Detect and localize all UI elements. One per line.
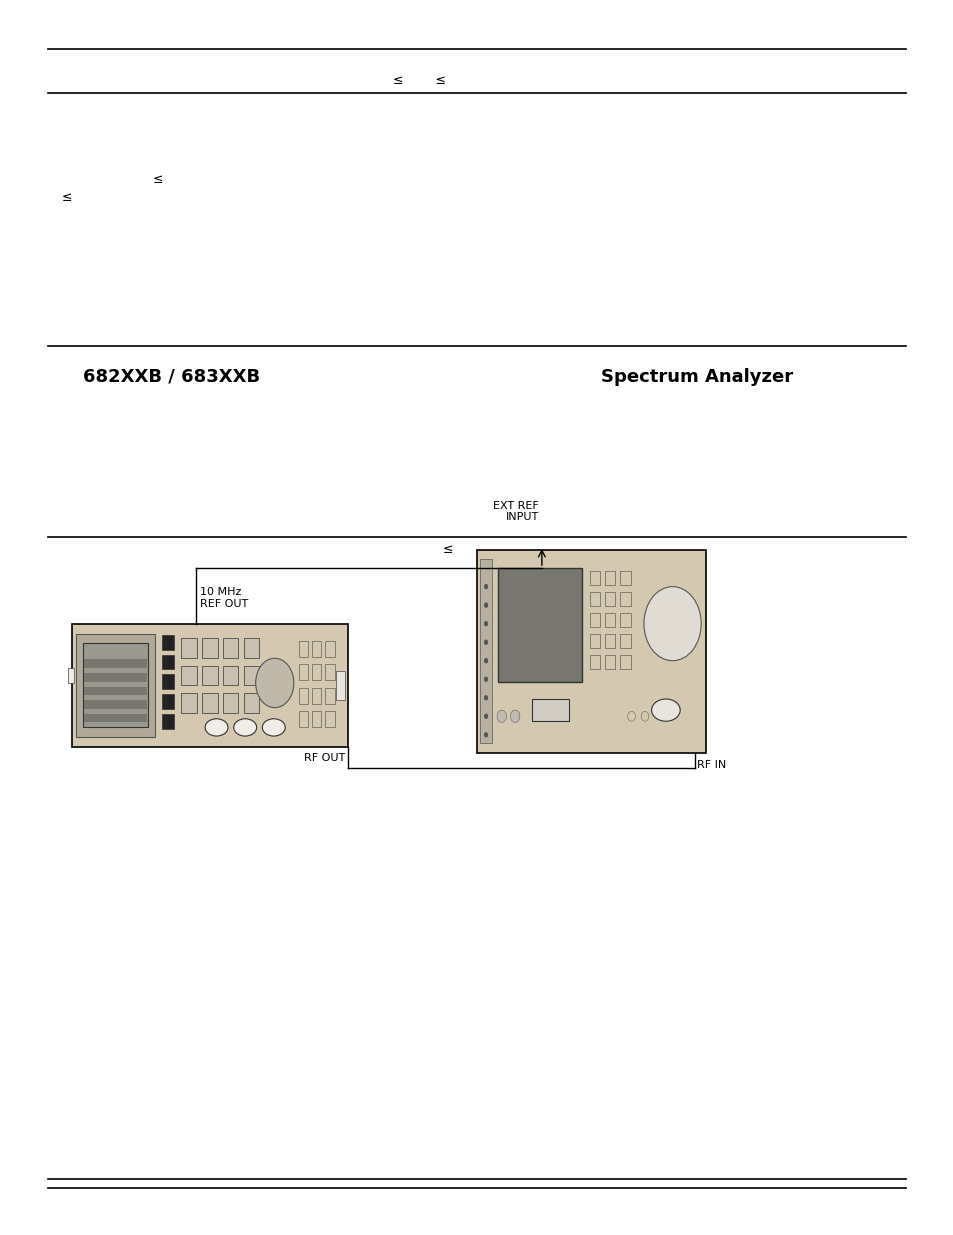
Bar <box>312 641 321 657</box>
Bar <box>619 655 630 669</box>
Bar <box>83 643 148 727</box>
Bar <box>202 638 217 658</box>
Bar <box>312 711 321 727</box>
Bar <box>619 571 630 585</box>
Bar <box>298 711 308 727</box>
Bar <box>244 638 259 658</box>
Text: ≤        ≤: ≤ ≤ <box>393 74 446 86</box>
Bar <box>162 635 173 650</box>
Text: ≤: ≤ <box>152 173 163 185</box>
Text: 682XXB / 683XXB: 682XXB / 683XXB <box>83 368 260 385</box>
Bar <box>325 641 335 657</box>
Circle shape <box>483 640 488 645</box>
Ellipse shape <box>262 719 285 736</box>
Bar <box>604 613 615 627</box>
Bar <box>604 655 615 669</box>
Bar <box>298 641 308 657</box>
Bar <box>244 693 259 713</box>
Bar <box>244 666 259 685</box>
Bar <box>84 714 147 722</box>
Bar <box>181 638 196 658</box>
Circle shape <box>255 658 294 708</box>
Bar <box>162 694 173 709</box>
Circle shape <box>510 710 519 722</box>
Circle shape <box>643 587 700 661</box>
Circle shape <box>483 621 488 626</box>
Bar <box>589 634 599 648</box>
Bar <box>312 688 321 704</box>
Text: ≤: ≤ <box>62 191 72 204</box>
Bar <box>589 592 599 606</box>
Text: RF IN: RF IN <box>697 760 726 769</box>
Bar <box>325 688 335 704</box>
Bar <box>619 592 630 606</box>
Bar <box>71 624 348 747</box>
Bar <box>84 700 147 709</box>
Circle shape <box>627 711 635 721</box>
Bar <box>312 664 321 680</box>
Ellipse shape <box>233 719 256 736</box>
Bar <box>84 687 147 695</box>
Bar <box>223 666 238 685</box>
Bar <box>619 613 630 627</box>
Bar <box>619 634 630 648</box>
Bar <box>202 693 217 713</box>
Text: Spectrum Analyzer: Spectrum Analyzer <box>600 368 792 385</box>
Bar <box>476 550 705 753</box>
Circle shape <box>497 710 506 722</box>
Bar <box>589 571 599 585</box>
Text: 10 MHz
REF OUT: 10 MHz REF OUT <box>200 588 249 609</box>
Text: EXT REF
INPUT: EXT REF INPUT <box>493 501 538 522</box>
Bar <box>497 568 581 682</box>
Circle shape <box>483 603 488 608</box>
Circle shape <box>483 584 488 589</box>
Bar <box>223 693 238 713</box>
Bar <box>162 655 173 669</box>
Ellipse shape <box>651 699 679 721</box>
Bar <box>162 674 173 689</box>
Bar <box>532 699 568 721</box>
Bar <box>604 634 615 648</box>
Bar <box>604 571 615 585</box>
Bar <box>604 592 615 606</box>
Bar <box>298 688 308 704</box>
Circle shape <box>640 711 648 721</box>
Text: ≤: ≤ <box>442 543 454 556</box>
Bar <box>589 613 599 627</box>
Ellipse shape <box>205 719 228 736</box>
Bar <box>202 666 217 685</box>
Circle shape <box>483 714 488 719</box>
Bar <box>84 673 147 682</box>
Bar <box>76 634 154 737</box>
Text: RF OUT: RF OUT <box>304 753 345 763</box>
Bar <box>325 664 335 680</box>
Bar <box>162 714 173 729</box>
Circle shape <box>483 732 488 737</box>
Bar <box>84 659 147 668</box>
Circle shape <box>483 658 488 663</box>
Bar <box>181 666 196 685</box>
Bar <box>298 664 308 680</box>
Bar <box>335 671 345 700</box>
Bar <box>589 655 599 669</box>
Circle shape <box>483 677 488 682</box>
Circle shape <box>483 695 488 700</box>
Bar <box>181 693 196 713</box>
Bar <box>325 711 335 727</box>
Bar <box>223 638 238 658</box>
Bar <box>479 559 492 743</box>
Bar <box>68 668 74 683</box>
